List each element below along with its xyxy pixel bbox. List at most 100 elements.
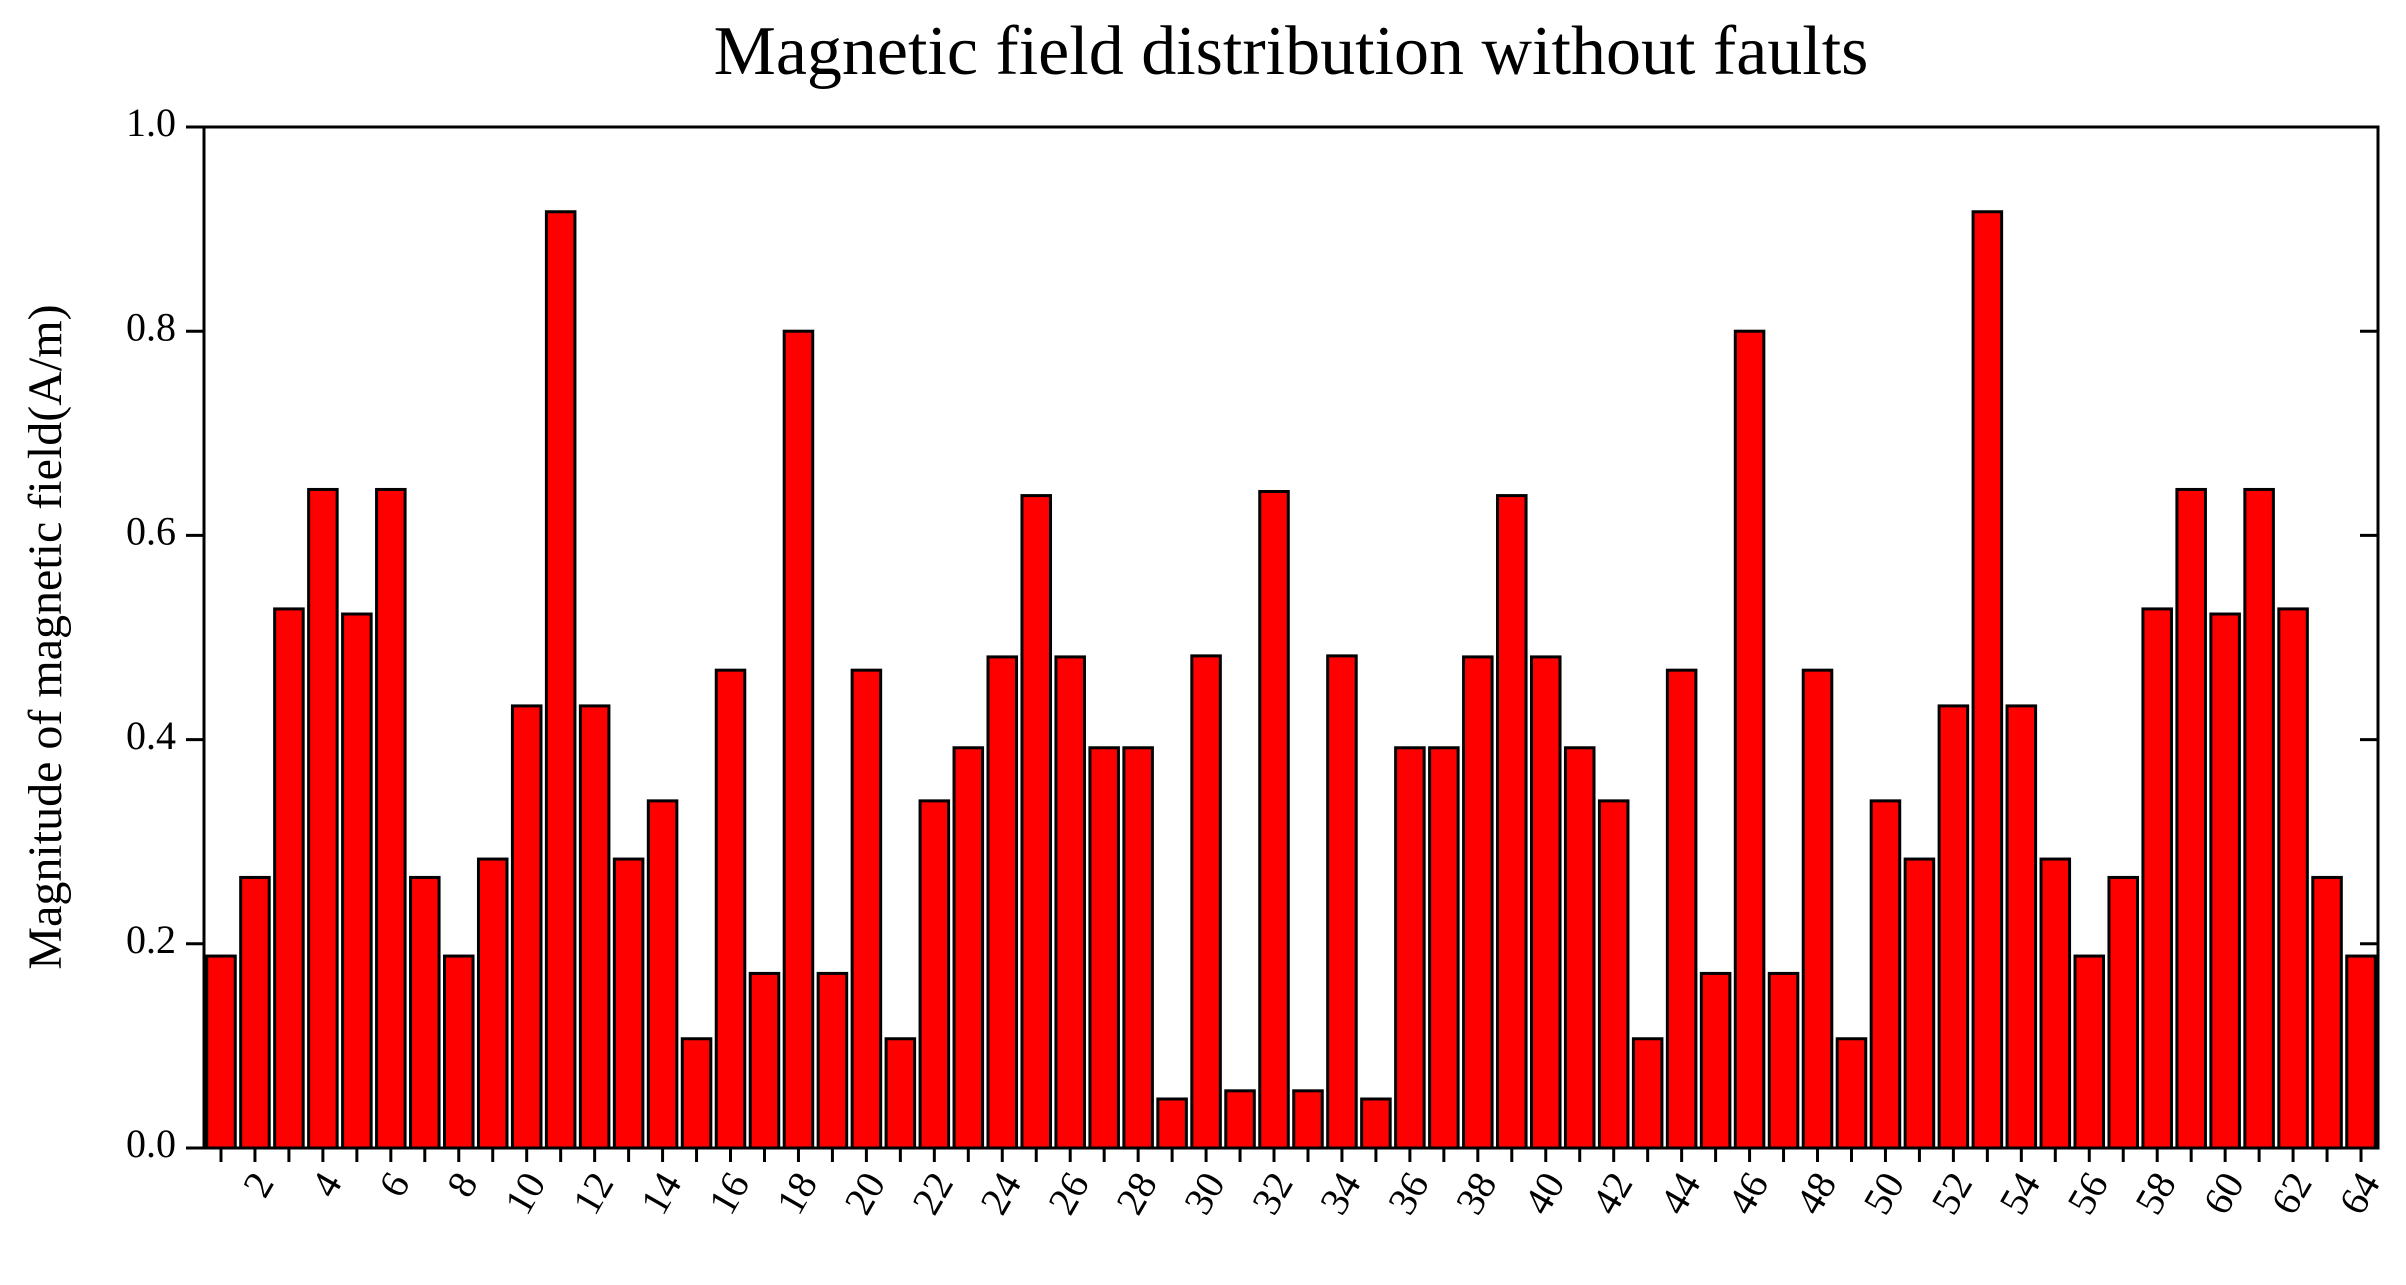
bar bbox=[1733, 329, 1766, 1150]
y-tick-label: 1.0 bbox=[126, 100, 176, 145]
bar bbox=[1156, 1097, 1188, 1150]
x-tick-label: 48 bbox=[1786, 1165, 1845, 1222]
bar bbox=[850, 668, 883, 1150]
x-tick-label: 28 bbox=[1107, 1165, 1166, 1222]
x-tick-label: 58 bbox=[2126, 1165, 2185, 1222]
bar bbox=[1462, 655, 1494, 1150]
x-tick-label: 6 bbox=[370, 1165, 419, 1205]
x-tick-label: 64 bbox=[2330, 1165, 2389, 1222]
x-tick-label: 34 bbox=[1311, 1165, 1370, 1222]
x-tick-label: 16 bbox=[699, 1165, 758, 1222]
x-tick-label: 50 bbox=[1854, 1165, 1913, 1222]
bar bbox=[2141, 607, 2173, 1150]
bar bbox=[2039, 857, 2072, 1150]
bar bbox=[375, 487, 407, 1150]
bar bbox=[1360, 1097, 1392, 1150]
bar bbox=[1258, 489, 1290, 1150]
x-tick-label: 44 bbox=[1650, 1165, 1709, 1222]
bar bbox=[680, 1037, 713, 1150]
x-tick-label: 30 bbox=[1175, 1165, 1234, 1222]
bar bbox=[273, 607, 305, 1150]
bar bbox=[510, 704, 543, 1150]
x-tick-label: 46 bbox=[1718, 1165, 1777, 1222]
bar bbox=[307, 487, 339, 1150]
bar bbox=[1224, 1089, 1256, 1150]
y-tick-label: 0.4 bbox=[126, 713, 176, 758]
bar bbox=[1937, 704, 1970, 1150]
bar bbox=[2311, 875, 2343, 1150]
bar bbox=[1020, 494, 1053, 1150]
x-tick-label: 18 bbox=[767, 1165, 826, 1222]
x-tick-label: 14 bbox=[631, 1165, 690, 1222]
bar bbox=[1903, 857, 1936, 1150]
bar bbox=[1563, 746, 1596, 1150]
x-tick-label: 60 bbox=[2194, 1165, 2253, 1222]
x-tick-label: 40 bbox=[1515, 1165, 1574, 1222]
bar bbox=[1631, 1037, 1664, 1150]
bar bbox=[952, 746, 985, 1150]
bar bbox=[1190, 654, 1222, 1150]
bar bbox=[442, 954, 475, 1150]
bar bbox=[1971, 210, 2004, 1150]
bar bbox=[1088, 746, 1120, 1150]
x-tick-label: 42 bbox=[1582, 1165, 1641, 1222]
y-tick-label: 0.0 bbox=[126, 1121, 176, 1166]
x-tick-label: 20 bbox=[835, 1165, 894, 1222]
bar bbox=[2243, 487, 2275, 1150]
x-tick-label: 54 bbox=[1990, 1165, 2049, 1222]
bar bbox=[612, 857, 645, 1150]
x-tick-label: 56 bbox=[2058, 1165, 2117, 1222]
bar bbox=[1122, 746, 1154, 1150]
bar bbox=[205, 954, 237, 1150]
y-axis-label: Magnitude of magnetic field(A/m) bbox=[19, 304, 72, 969]
bar bbox=[2175, 487, 2207, 1150]
bar bbox=[816, 971, 849, 1150]
bar bbox=[2073, 954, 2106, 1150]
y-tick-label: 0.6 bbox=[126, 509, 176, 554]
bar bbox=[714, 668, 747, 1150]
bar bbox=[1428, 746, 1460, 1150]
x-tick-label: 52 bbox=[1922, 1165, 1981, 1222]
bar bbox=[1869, 799, 1902, 1150]
bar bbox=[2277, 607, 2309, 1150]
x-tick-label: 32 bbox=[1243, 1165, 1302, 1222]
bar bbox=[1835, 1037, 1868, 1150]
bar bbox=[782, 329, 815, 1150]
bar bbox=[341, 612, 373, 1150]
bar bbox=[1326, 654, 1358, 1150]
bar bbox=[1496, 494, 1528, 1150]
y-tick-label: 0.8 bbox=[126, 304, 176, 349]
x-tick-label: 36 bbox=[1379, 1165, 1438, 1222]
x-tick-label: 8 bbox=[438, 1165, 487, 1205]
bar bbox=[476, 857, 509, 1150]
x-tick-label: 22 bbox=[903, 1165, 962, 1222]
bar bbox=[2209, 612, 2241, 1150]
y-tick-label: 0.2 bbox=[126, 917, 176, 962]
bar bbox=[239, 875, 271, 1150]
bar bbox=[409, 875, 441, 1150]
x-tick-label: 62 bbox=[2262, 1165, 2321, 1222]
x-tick-label: 24 bbox=[971, 1165, 1030, 1222]
x-tick-label: 2 bbox=[234, 1165, 283, 1205]
x-tick-label: 12 bbox=[563, 1165, 622, 1222]
bar bbox=[748, 971, 781, 1150]
bar bbox=[2345, 954, 2377, 1150]
bar bbox=[884, 1037, 917, 1150]
chart-title: Magnetic field distribution without faul… bbox=[714, 13, 1869, 90]
bar bbox=[646, 799, 679, 1150]
bar bbox=[578, 704, 611, 1150]
bar bbox=[918, 799, 951, 1150]
bar bbox=[1699, 971, 1732, 1150]
bar bbox=[1801, 668, 1834, 1150]
bar bbox=[1597, 799, 1630, 1150]
x-tick-label: 38 bbox=[1447, 1165, 1506, 1222]
bar bbox=[2005, 704, 2038, 1150]
bar bbox=[1394, 746, 1426, 1150]
plot-frame bbox=[202, 125, 2380, 1150]
x-tick-label: 4 bbox=[302, 1165, 351, 1205]
bar bbox=[1054, 655, 1086, 1150]
x-tick-label: 26 bbox=[1039, 1165, 1098, 1222]
bar bbox=[1665, 668, 1698, 1150]
bar bbox=[2107, 875, 2140, 1150]
